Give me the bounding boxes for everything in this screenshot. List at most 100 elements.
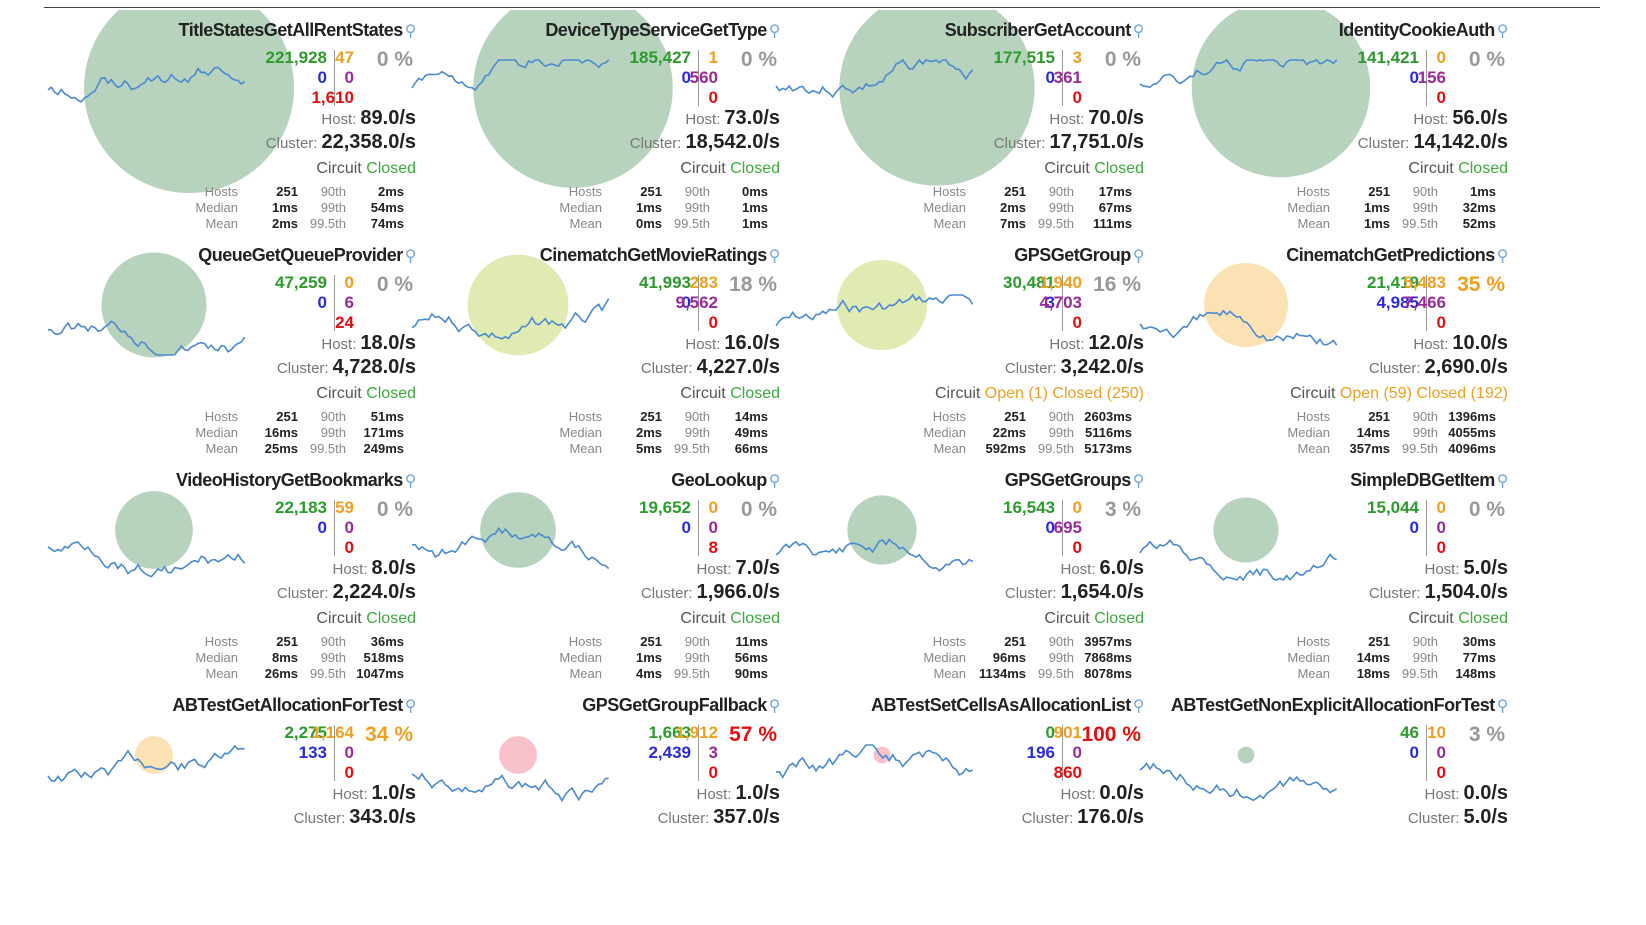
latency-row: Hosts 251 90th 30ms [1286,634,1496,650]
command-tile[interactable]: GPSGetGroupFallback ⚲ 1,663 2,439 1,912 3 0 57 … [408,685,788,925]
command-name[interactable]: ABTestGetNonExplicitAllocationForTest ⚲ [1171,695,1509,716]
command-tile[interactable]: VideoHistoryGetBookmarks ⚲ 22,183 0 59 0 0 0 % H… [44,460,424,700]
command-name[interactable]: QueueGetQueueProvider ⚲ [198,245,416,266]
p995-label: 99.5th [1401,441,1438,456]
command-tile[interactable]: TitleStatesGetAllRentStates ⚲ 221,928 0 47 0 1… [44,10,424,250]
p99-value: 67ms [1098,200,1132,215]
command-tile[interactable]: CinematchGetMovieRatings ⚲ 41,993 0 283 9,562… [408,235,788,475]
mean-value: 2ms [271,216,298,231]
p995-label: 99.5th [309,216,346,231]
success-short-circuit-counts: 141,421 0 [1358,48,1419,88]
command-name[interactable]: TitleStatesGetAllRentStates ⚲ [178,20,417,41]
command-tile[interactable]: ABTestGetAllocationForTest ⚲ 2,275 133 1,164… [44,685,424,925]
command-tile[interactable]: IdentityCookieAuth ⚲ 141,421 0 0 156 0 0 % Host:… [1136,10,1516,250]
cluster-rate: Cluster: 22,358.0/s [266,131,416,154]
p90-value: 14ms [734,409,768,424]
hosts-value: 251 [1004,409,1026,424]
command-name[interactable]: GPSGetGroup ⚲ [1014,245,1144,266]
magnifier-icon[interactable]: ⚲ [1132,23,1145,40]
magnifier-icon[interactable]: ⚲ [768,23,781,40]
magnifier-icon[interactable]: ⚲ [768,248,781,265]
success-count: 1,663 [648,723,691,742]
command-tile[interactable]: DeviceTypeServiceGetType ⚲ 185,427 0 1 560 0 0 … [408,10,788,250]
counter-divider [334,275,335,331]
magnifier-icon[interactable]: ⚲ [768,473,781,490]
command-name[interactable]: GeoLookup ⚲ [671,470,780,491]
command-tile[interactable]: ABTestGetNonExplicitAllocationForTest ⚲ 46… [1136,685,1516,925]
magnifier-icon[interactable]: ⚲ [1132,473,1145,490]
command-name[interactable]: IdentityCookieAuth ⚲ [1339,20,1509,41]
success-short-circuit-counts: 41,993 0 [639,273,691,313]
p90-value: 2603ms [1084,409,1132,424]
magnifier-icon[interactable]: ⚲ [404,23,417,40]
command-name[interactable]: CinematchGetPredictions ⚲ [1286,245,1508,266]
health-circle-sparkline [775,10,1035,186]
timeout-count: 5,483 [1403,273,1446,292]
magnifier-icon[interactable]: ⚲ [404,698,417,715]
command-tile[interactable]: GPSGetGroups ⚲ 16,543 0 0 695 0 3 % Host: 6.0/s Cl… [772,460,1152,700]
command-tile[interactable]: GeoLookup ⚲ 19,652 0 0 0 8 0 % Host: 7.0/s Cluster… [408,460,788,700]
command-name[interactable]: ABTestSetCellsAsAllocationList ⚲ [871,695,1144,716]
counter-divider [698,725,699,781]
counter-divider [698,500,699,556]
p995-label: 99.5th [309,441,346,456]
magnifier-icon[interactable]: ⚲ [1496,23,1509,40]
success-short-circuit-counts: 2,275 133 [284,723,327,763]
p995-value: 74ms [370,216,404,231]
host-rate-value: 6.0/s [1099,557,1144,579]
command-name[interactable]: DeviceTypeServiceGetType ⚲ [545,20,780,41]
command-name-label: SimpleDBGetItem [1350,470,1495,490]
p99-value: 77ms [1462,650,1496,665]
magnifier-icon[interactable]: ⚲ [404,248,417,265]
timeout-rejected-failure-counts: 901 0 860 [1050,723,1082,783]
short-circuited-count: 0 [317,518,327,537]
host-rate-value: 12.0/s [1088,332,1144,354]
request-rate-sparkline [47,541,246,578]
command-tile[interactable]: GPSGetGroup ⚲ 30,481 3 1,940 4,703 0 16 % Host: 1… [772,235,1152,475]
magnifier-icon[interactable]: ⚲ [768,698,781,715]
error-percentage: 3 % [1468,723,1505,746]
circuit-status: Circuit Closed [316,160,416,178]
magnifier-icon[interactable]: ⚲ [1496,698,1509,715]
command-name[interactable]: SimpleDBGetItem ⚲ [1350,470,1508,491]
command-tile[interactable]: CinematchGetPredictions ⚲ 21,419 4,985 5,483… [1136,235,1516,475]
host-rate-value: 70.0/s [1088,107,1144,129]
health-circle-sparkline [775,495,974,572]
counters: 141,421 0 0 156 0 0 % [1358,48,1511,118]
latency-row: Median 1ms 99th 54ms [194,200,404,216]
latency-table: Hosts 251 90th 2ms Median 1ms 99th 54ms Mean 2ms 9… [194,184,404,232]
latency-row: Mean 1134ms 99.5th 8078ms [922,666,1132,682]
command-tile[interactable]: SimpleDBGetItem ⚲ 15,044 0 0 0 0 0 % Host: 5.0/s C… [1136,460,1516,700]
magnifier-icon[interactable]: ⚲ [1496,473,1509,490]
command-tile[interactable]: ABTestSetCellsAsAllocationList ⚲ 0 196 901 0 8… [772,685,1152,925]
command-tile[interactable]: QueueGetQueueProvider ⚲ 47,259 0 0 6 24 0 % Host… [44,235,424,475]
command-name[interactable]: SubscriberGetAccount ⚲ [945,20,1145,41]
circuit-closed-status: Closed [366,160,416,177]
command-name-label: TitleStatesGetAllRentStates [178,20,404,40]
short-circuited-count: 0 [681,518,691,537]
magnifier-icon[interactable]: ⚲ [1132,248,1145,265]
command-tile[interactable]: SubscriberGetAccount ⚲ 177,515 0 3 361 0 0 % Hos… [772,10,1152,250]
latency-row: Mean 18ms 99.5th 148ms [1286,666,1496,682]
command-name[interactable]: VideoHistoryGetBookmarks ⚲ [176,470,416,491]
success-short-circuit-counts: 0 196 [1027,723,1055,763]
circuit-label: Circuit [935,385,981,402]
command-name-label: GPSGetGroups [1004,470,1132,490]
magnifier-icon[interactable]: ⚲ [1496,248,1509,265]
success-count: 185,427 [629,48,691,67]
command-name[interactable]: CinematchGetMovieRatings ⚲ [540,245,781,266]
command-name[interactable]: GPSGetGroups ⚲ [1004,470,1145,491]
cluster-rate: Cluster: 17,751.0/s [994,131,1144,154]
health-circle-sparkline [1139,497,1337,582]
request-rate-sparkline [1139,58,1338,89]
magnifier-icon[interactable]: ⚲ [1132,698,1145,715]
magnifier-icon[interactable]: ⚲ [404,473,417,490]
circuit-label: Circuit [1408,160,1454,177]
p99-value: 54ms [370,200,404,215]
health-circle-sparkline [775,259,974,351]
hosts-value: 251 [1368,184,1390,199]
command-name[interactable]: ABTestGetAllocationForTest ⚲ [172,695,416,716]
short-circuited-count: 3 [1045,293,1055,312]
command-name[interactable]: GPSGetGroupFallback ⚲ [582,695,780,716]
